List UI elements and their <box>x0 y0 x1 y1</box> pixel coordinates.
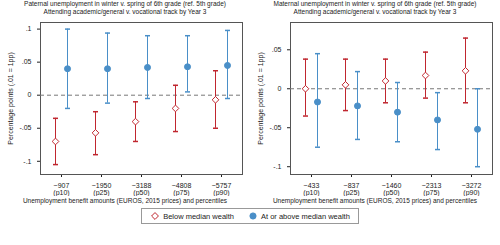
svg-text:~4808(p75): ~4808(p75) <box>172 182 192 196</box>
html-text:Paternal unemployment in winte: Paternal unemployment in winter v. sprin… <box>24 0 226 7</box>
svg-text:0: 0 <box>28 91 32 98</box>
svg-text:-.05: -.05 <box>269 124 281 131</box>
html-text:Attending academic/general v.: Attending academic/general v. vocational… <box>293 8 457 15</box>
html-text:Below median wealth: Below median wealth <box>163 211 234 221</box>
svg-text:Percentage points (.01 = 1pp): Percentage points (.01 = 1pp) <box>7 52 15 144</box>
svg-text:~1460(p50): ~1460(p50) <box>382 182 402 196</box>
svg-text:~3188(p50): ~3188(p50) <box>132 182 152 196</box>
svg-text:~907(p10): ~907(p10) <box>53 182 69 196</box>
svg-text:~5757(p90): ~5757(p90) <box>212 182 232 196</box>
svg-text:~1950(p25): ~1950(p25) <box>92 182 112 196</box>
svg-text:.05: .05 <box>272 46 282 53</box>
html-text:At or above median wealth: At or above median wealth <box>261 211 350 221</box>
svg-text:-.1: -.1 <box>23 158 31 165</box>
svg-text:0: 0 <box>278 85 282 92</box>
svg-text:~837(p25): ~837(p25) <box>343 182 359 196</box>
html-text:Unemployment benefit amounts (: Unemployment benefit amounts (EUROS, 201… <box>22 197 228 204</box>
svg-text:-.05: -.05 <box>19 124 31 131</box>
html-text:Attending academic/general v.: Attending academic/general v. vocational… <box>43 8 207 15</box>
svg-text:.1: .1 <box>26 25 32 32</box>
svg-text:~3272(p90): ~3272(p90) <box>462 182 482 196</box>
svg-text:~2313(p75): ~2313(p75) <box>422 182 442 196</box>
svg-text:Percentage points (.01 = 1pp): Percentage points (.01 = 1pp) <box>257 52 265 144</box>
svg-text:-.1: -.1 <box>273 163 281 170</box>
svg-text:.05: .05 <box>22 58 32 65</box>
svg-text:~433(p10): ~433(p10) <box>303 182 319 196</box>
html-text:Maternal unemployment in winte: Maternal unemployment in winter v. sprin… <box>273 0 477 7</box>
html-text:Unemployment benefit amounts (: Unemployment benefit amounts (EUROS, 201… <box>272 197 478 204</box>
